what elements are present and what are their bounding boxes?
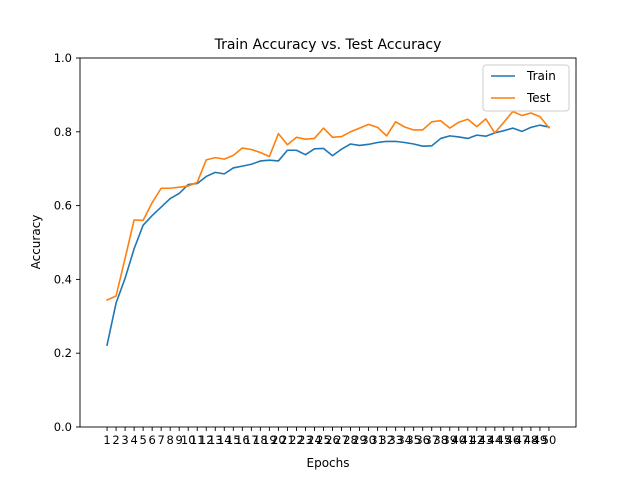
x-tick-label: 2	[112, 433, 119, 447]
x-tick-label: 33	[388, 433, 403, 447]
x-tick-label: 17	[244, 433, 259, 447]
x-tick-label: 10	[181, 433, 196, 447]
y-tick-label: 0.8	[54, 125, 72, 139]
x-tick-label: 42	[469, 433, 484, 447]
x-tick-label: 27	[334, 433, 349, 447]
x-tick-label: 14	[217, 433, 232, 447]
x-tick-label: 32	[379, 433, 394, 447]
x-tick-label: 24	[307, 433, 322, 447]
legend-box	[482, 64, 570, 112]
x-tick-label: 36	[415, 433, 430, 447]
x-tick-label: 29	[352, 433, 367, 447]
x-tick-label: 39	[442, 433, 457, 447]
x-tick-label: 13	[208, 433, 223, 447]
chart-title: Train Accuracy vs. Test Accuracy	[214, 37, 442, 53]
x-tick-label: 1	[103, 433, 110, 447]
x-tick-label: 4	[130, 433, 137, 447]
series-line-test	[105, 110, 551, 302]
legend-label-test: Test	[526, 91, 551, 105]
x-tick-label: 26	[325, 433, 340, 447]
y-tick-label: 0.6	[54, 199, 72, 213]
x-tick-label: 48	[524, 433, 539, 447]
x-tick-label: 47	[515, 433, 530, 447]
plot-area: 0.00.20.40.60.81.01 2 3 4 5 6 7 8 91011121314151…	[54, 51, 577, 447]
x-tick-label: 22	[289, 433, 304, 447]
x-tick-label: 19	[262, 433, 277, 447]
x-tick-label: 38	[433, 433, 448, 447]
x-tick-label: 11	[190, 433, 205, 447]
x-tick-label: 50	[542, 433, 557, 447]
x-tick-label: 34	[397, 433, 412, 447]
x-tick-label: 12	[199, 433, 214, 447]
x-tick-label: 35	[406, 433, 421, 447]
x-tick-label: 44	[488, 433, 503, 447]
x-tick-label: 41	[460, 433, 475, 447]
x-tick-label: 16	[235, 433, 250, 447]
x-tick-label: 9	[176, 433, 183, 447]
x-axis-label: Epochs	[307, 456, 350, 470]
x-tick-label: 46	[506, 433, 521, 447]
x-tick-label: 37	[424, 433, 439, 447]
x-tick-label: 23	[298, 433, 313, 447]
axes-frame	[79, 57, 577, 428]
x-tick-label: 3	[121, 433, 128, 447]
y-tick-label: 1.0	[54, 51, 72, 65]
x-tick-label: 49	[533, 433, 548, 447]
y-axis-label: Accuracy	[29, 215, 43, 270]
series-line-train	[106, 124, 550, 347]
x-tick-label: 6	[148, 433, 155, 447]
legend-label-train: Train	[526, 69, 556, 83]
x-tick-label: 18	[253, 433, 268, 447]
x-tick-label: 7	[157, 433, 164, 447]
x-tick-label: 20	[271, 433, 286, 447]
x-tick-label: 5	[139, 433, 146, 447]
y-tick-label: 0.2	[54, 346, 72, 360]
legend: Train Test	[482, 64, 570, 112]
x-tick-label: 30	[361, 433, 376, 447]
x-tick-label: 8	[167, 433, 174, 447]
x-tick-label: 21	[280, 433, 295, 447]
x-tick-label: 45	[497, 433, 512, 447]
y-tick-label: 0.4	[54, 272, 72, 286]
x-tick-label: 31	[370, 433, 385, 447]
y-tick-label: 0.0	[54, 420, 72, 434]
x-tick-label: 15	[226, 433, 241, 447]
x-tick-label: 28	[343, 433, 358, 447]
x-tick-label: 40	[451, 433, 466, 447]
x-tick-label: 43	[478, 433, 493, 447]
x-tick-label: 25	[316, 433, 331, 447]
